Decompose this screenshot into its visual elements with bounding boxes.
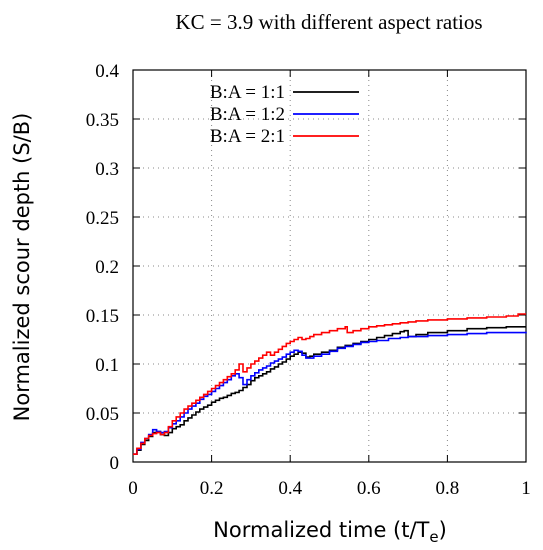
y-tick-label: 0.25 bbox=[86, 208, 119, 229]
legend-label-3: B:A = 2:1 bbox=[210, 126, 285, 147]
y-tick-label: 0.1 bbox=[95, 355, 119, 376]
plot-area: 0 0.2 0.4 0.6 0.8 1 0 0.05 0.1 0.15 0.2 0.25 0.3 0.35… bbox=[86, 61, 531, 499]
series-line-1 bbox=[133, 326, 526, 455]
y-tick-label: 0.35 bbox=[86, 110, 119, 131]
series-lines bbox=[133, 313, 527, 455]
legend-label-2: B:A = 1:2 bbox=[210, 104, 285, 125]
chart-title: KC = 3.9 with different aspect ratios bbox=[175, 10, 482, 34]
x-tick-label: 0.6 bbox=[357, 478, 381, 499]
x-tick-label: 0 bbox=[128, 478, 138, 499]
x-axis-label-tail: ) bbox=[439, 518, 447, 542]
x-tick-label: 0.4 bbox=[278, 478, 302, 499]
x-tick-label: 0.2 bbox=[200, 478, 224, 499]
legend-label-1: B:A = 1:1 bbox=[210, 82, 285, 103]
series-line-2 bbox=[133, 331, 527, 455]
y-tick-label: 0.2 bbox=[95, 257, 119, 278]
y-tick-label: 0.3 bbox=[95, 159, 119, 180]
y-tick-label: 0 bbox=[110, 453, 120, 474]
x-axis-label: Normalized time (t/Te) bbox=[213, 518, 447, 546]
y-axis-label: Normalized scour depth (S/B) bbox=[10, 113, 34, 422]
x-tick-label: 1 bbox=[521, 478, 531, 499]
x-axis-label-main: Normalized time (t/T bbox=[213, 518, 429, 542]
x-axis-label-subscript: e bbox=[429, 528, 438, 546]
series-line-3 bbox=[133, 313, 526, 455]
y-tick-label: 0.4 bbox=[95, 61, 119, 82]
x-tick-label: 0.8 bbox=[436, 478, 460, 499]
legend: B:A = 1:1B:A = 1:2B:A = 2:1 bbox=[210, 82, 359, 147]
grid-lines bbox=[133, 70, 526, 462]
y-tick-label: 0.15 bbox=[86, 306, 119, 327]
y-tick-label: 0.05 bbox=[86, 404, 119, 425]
